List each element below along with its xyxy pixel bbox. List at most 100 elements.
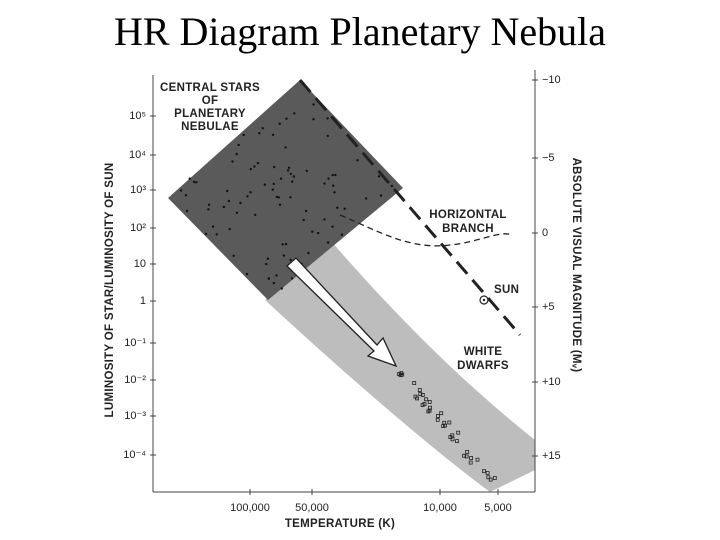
central-star-dot: [289, 258, 292, 262]
central-star-dot: [227, 199, 231, 203]
white-dwarf-dot: [422, 402, 427, 407]
central-star-dot: [222, 205, 226, 209]
central-star-dot: [312, 103, 315, 106]
y-tick-label: 10⁻¹: [124, 337, 146, 349]
central-star-dot: [286, 169, 290, 172]
central-star-dot: [333, 191, 336, 194]
central-star-dot: [179, 189, 183, 192]
central-star-dot: [305, 169, 308, 172]
central-star-dot: [249, 191, 252, 194]
central-star-dot: [326, 117, 329, 120]
central-star-dot: [239, 201, 242, 205]
central-star-dot: [287, 166, 291, 169]
y-tick-label: 10⁻²: [124, 374, 146, 386]
central-star-dot: [278, 203, 282, 206]
central-star-dot: [249, 167, 252, 171]
x-tick-label: 50,000: [295, 502, 329, 514]
sun-marker: [479, 295, 489, 305]
central-star-dot: [215, 233, 218, 236]
central-star-dot: [290, 277, 294, 280]
y2-tick-label: 0: [542, 227, 548, 239]
y2-tick-label: +15: [542, 450, 561, 462]
white-dwarf-dot: [462, 453, 466, 458]
central-star-dot: [228, 227, 231, 231]
central-star-dot: [307, 251, 310, 255]
white-dwarf-dot: [468, 460, 473, 465]
central-star-dot: [256, 161, 260, 165]
central-star-dot: [279, 177, 283, 180]
central-star-dot: [275, 274, 278, 277]
central-star-dot: [312, 118, 315, 121]
central-star-dot: [242, 133, 245, 137]
central-star-dot: [271, 133, 275, 136]
central-star-dot: [281, 243, 284, 246]
y-tick-label: 10⁻³: [124, 410, 146, 422]
white-dwarf-dot: [420, 392, 425, 397]
white-dwarf-dot: [450, 433, 455, 438]
white-dwarf-dot: [469, 456, 474, 460]
central-star-dot: [390, 184, 394, 188]
white-dwarf-dot: [485, 471, 490, 475]
central-star-dot: [332, 184, 335, 187]
central-star-dot: [184, 194, 188, 197]
white-dwarf-dot: [399, 371, 404, 376]
y-tick-label: 10⁴: [129, 149, 146, 161]
central-star-dot: [271, 188, 274, 191]
white-dwarfs-label: WHITE: [464, 346, 503, 358]
central-star-dot: [237, 143, 240, 147]
white-dwarf-dot: [482, 469, 486, 474]
y2-tick-label: +5: [542, 301, 555, 313]
central-star-dot: [265, 262, 268, 266]
y2-tick-label: −10: [542, 74, 561, 86]
central-star-dot: [185, 209, 189, 213]
white-dwarf-dot: [492, 476, 497, 480]
central-star-dot: [289, 172, 292, 176]
central-star-dot: [235, 211, 239, 214]
white-dwarf-dot: [412, 381, 417, 385]
horizontal-branch-label: HORIZONTAL: [429, 209, 507, 221]
central-star-dot: [266, 257, 270, 260]
y-tick-label: 10⁻⁴: [123, 449, 146, 461]
central-star-dot: [277, 196, 280, 199]
central-star-dot: [263, 183, 267, 186]
central-stars-label: OF: [202, 95, 219, 107]
central-star-dot: [282, 254, 286, 257]
white-dwarf-dot: [398, 373, 403, 378]
central-star-dot: [326, 241, 330, 244]
white-dwarf-dot: [435, 417, 440, 422]
white-dwarf-dot: [417, 388, 422, 393]
central-star-dot: [204, 232, 208, 236]
central-star-dot: [293, 112, 296, 115]
central-star-dot: [302, 218, 305, 222]
central-star-dot: [188, 177, 191, 180]
white-dwarf-dot: [436, 413, 440, 418]
sun-label: SUN: [494, 284, 519, 296]
y-axis-title: LUMINOSITY OF STAR/LUMINOSITY OF SUN: [104, 163, 116, 418]
central-star-dot: [235, 152, 238, 156]
y-tick-label: 10: [134, 258, 146, 270]
central-star-dot: [273, 165, 276, 169]
white-dwarf-dot: [447, 420, 452, 425]
y-tick-label: 1: [140, 295, 146, 307]
evolution-arrow: [286, 257, 398, 368]
x-axis-title: TEMPERATURE (K): [285, 518, 395, 530]
y2-tick-label: +10: [542, 376, 561, 388]
central-star-dot: [291, 180, 294, 183]
white-dwarf-dot: [486, 475, 491, 480]
white-dwarf-dot: [475, 457, 480, 462]
x-tick-label: 5,000: [484, 502, 512, 514]
y2-tick-label: −5: [542, 152, 555, 164]
white-dwarf-dot: [441, 424, 446, 429]
white-dwarf-dot: [450, 437, 455, 442]
white-dwarfs-label: DWARFS: [457, 360, 509, 372]
central-star-dot: [289, 196, 292, 199]
central-star-dot: [343, 207, 346, 210]
central-star-dot: [207, 208, 210, 211]
central-star-dot: [323, 182, 326, 185]
white-dwarf-dot: [415, 396, 420, 401]
central-star-dot: [285, 117, 288, 120]
central-star-dot: [340, 233, 344, 236]
central-star-dot: [246, 195, 249, 198]
